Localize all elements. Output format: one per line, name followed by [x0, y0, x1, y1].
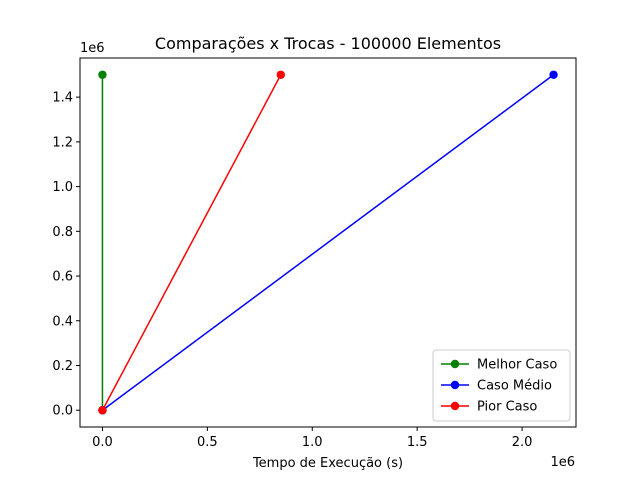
legend-marker-caso-medio	[450, 380, 460, 390]
legend-marker-melhor-caso	[450, 359, 460, 369]
y-tick-label: 1.0	[52, 180, 73, 195]
series-layer	[98, 70, 558, 415]
series-point-pior-caso	[98, 406, 107, 415]
x-axis-label: Tempo de Execução (s)	[252, 456, 403, 471]
plot-frame	[79, 57, 577, 428]
legend: Melhor Caso Caso Médio Pior Caso	[432, 349, 571, 422]
legend-box	[432, 349, 571, 422]
series-point-melhor-caso	[98, 70, 107, 79]
x-tick-label: 2.0	[512, 435, 533, 450]
series-point-caso-medio	[549, 70, 558, 79]
series-line-pior-caso	[101, 74, 282, 411]
plot-area: 0.0 0.5 1.0 1.5 2.0 0.0 0.2 0.4 0.6 0.8 1.0 1.2 1.4	[52, 57, 577, 450]
x-tick-label: 0.5	[197, 435, 218, 450]
legend-label-melhor-caso: Melhor Caso	[477, 358, 557, 373]
legend-label-caso-medio: Caso Médio	[477, 379, 552, 394]
y-tick-label: 1.4	[52, 91, 73, 106]
x-axis-ticks: 0.0 0.5 1.0 1.5 2.0	[92, 427, 532, 450]
x-tick-label: 1.0	[302, 435, 323, 450]
y-tick-label: 0.8	[52, 225, 73, 240]
x-axis-offset-text: 1e6	[550, 455, 575, 470]
legend-label-pior-caso: Pior Caso	[477, 400, 537, 415]
series-point-pior-caso	[276, 70, 285, 79]
y-tick-label: 0.6	[52, 270, 73, 285]
y-axis-offset-text: 1e6	[80, 41, 105, 56]
series-line-caso-medio	[102, 74, 554, 411]
y-tick-label: 0.4	[52, 314, 73, 329]
legend-marker-pior-caso	[450, 401, 460, 411]
y-tick-label: 0.0	[52, 404, 73, 419]
y-tick-label: 1.2	[52, 135, 73, 150]
x-tick-label: 1.5	[407, 435, 428, 450]
y-tick-label: 0.2	[52, 359, 73, 374]
y-axis-ticks: 0.0 0.2 0.4 0.6 0.8 1.0 1.2 1.4	[52, 91, 80, 419]
x-tick-label: 0.0	[92, 435, 113, 450]
chart-title: Comparações x Trocas - 100000 Elementos	[155, 34, 501, 53]
